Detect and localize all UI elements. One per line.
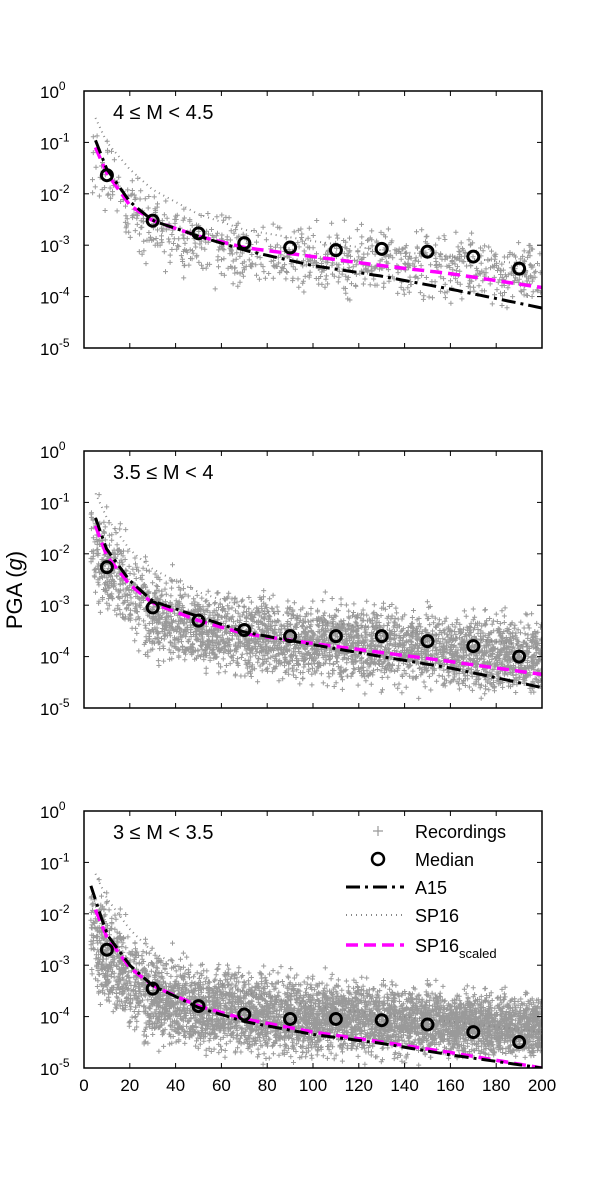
panel-title: 3 ≤ M < 3.5 bbox=[113, 822, 213, 844]
median-point bbox=[420, 1017, 435, 1032]
median-point bbox=[420, 634, 435, 649]
legend-label: A15 bbox=[415, 878, 447, 898]
legend-label: SP16 bbox=[415, 906, 459, 926]
y-tick-label: 10-4 bbox=[40, 285, 70, 308]
median-point bbox=[328, 1011, 343, 1026]
panel-3: 100 10-1 10-2 10-3 10-4 10-5 3 ≤ M < 3.5 0 20 40 6… bbox=[40, 799, 556, 1095]
y-tick-label: 10-5 bbox=[40, 696, 70, 719]
panel-title: 4 ≤ M < 4.5 bbox=[113, 102, 213, 124]
panel-1: 100 10-1 10-2 10-3 10-4 10-5 4 ≤ M < 4.5 bbox=[40, 79, 543, 359]
y-tick-label: 100 bbox=[40, 439, 66, 462]
y-tick-label: 10-1 bbox=[40, 130, 70, 153]
median-point bbox=[283, 240, 298, 255]
a15-line bbox=[89, 885, 542, 1068]
y-tick-label: 100 bbox=[40, 79, 66, 102]
median-point bbox=[512, 649, 527, 664]
median-point bbox=[237, 622, 252, 637]
median-point bbox=[283, 1011, 298, 1026]
x-tick-label: 140 bbox=[390, 1076, 418, 1095]
recordings-scatter bbox=[88, 877, 542, 1068]
y-tick-label: 10-3 bbox=[40, 233, 70, 256]
y-tick-label: 10-3 bbox=[40, 953, 70, 976]
x-tick-label: 20 bbox=[120, 1076, 139, 1095]
median-point bbox=[191, 613, 206, 628]
median-point bbox=[99, 942, 114, 957]
median-point bbox=[99, 560, 114, 575]
y-tick-label: 10-4 bbox=[40, 645, 70, 668]
y-tick-label: 10-1 bbox=[40, 490, 70, 513]
recordings-marks bbox=[88, 492, 542, 701]
x-tick-label: 80 bbox=[258, 1076, 277, 1095]
median-point bbox=[99, 168, 114, 183]
median-point bbox=[328, 243, 343, 258]
median-point bbox=[328, 629, 343, 644]
x-tick-label: 180 bbox=[482, 1076, 510, 1095]
x-tick-label: 120 bbox=[345, 1076, 373, 1095]
median-point bbox=[420, 244, 435, 259]
legend-marker-median bbox=[370, 851, 386, 867]
y-axis-label: PGA (g) bbox=[2, 551, 27, 629]
median-point bbox=[466, 639, 481, 654]
panel-title: 3.5 ≤ M < 4 bbox=[113, 462, 213, 484]
median-point bbox=[283, 629, 298, 644]
legend-entry: Median bbox=[370, 850, 474, 870]
median-point bbox=[237, 1007, 252, 1022]
a15-line bbox=[94, 139, 542, 310]
y-tick-label: 100 bbox=[40, 799, 66, 822]
recordings-scatter bbox=[88, 492, 542, 701]
sp16-line bbox=[94, 492, 542, 649]
median-point bbox=[512, 261, 527, 276]
y-tick-label: 10-2 bbox=[40, 542, 70, 565]
y-tick-label: 10-5 bbox=[40, 336, 70, 359]
panel-2: 100 10-1 10-2 10-3 10-4 10-5 3.5 ≤ M < 4 bbox=[40, 439, 543, 719]
median-point bbox=[145, 213, 160, 228]
legend-label: Median bbox=[415, 850, 474, 870]
x-tick-label: 60 bbox=[212, 1076, 231, 1095]
x-tick-label: 100 bbox=[299, 1076, 327, 1095]
legend-label: Recordings bbox=[415, 822, 506, 842]
y-tick-label: 10-3 bbox=[40, 593, 70, 616]
median-point bbox=[191, 226, 206, 241]
y-tick-label: 10-2 bbox=[40, 902, 70, 925]
y-tick-label: 10-1 bbox=[40, 850, 70, 873]
x-tick-label: 0 bbox=[79, 1076, 88, 1095]
legend-entry: SP16scaled bbox=[346, 936, 497, 961]
median-point bbox=[466, 249, 481, 264]
a15-line bbox=[94, 517, 542, 689]
legend-entry: A15 bbox=[346, 878, 447, 898]
y-tick-label: 10-2 bbox=[40, 182, 70, 205]
legend: Recordings Median A15 SP16 SP16scaled bbox=[346, 822, 506, 961]
x-tick-label: 200 bbox=[528, 1076, 556, 1095]
legend-entry: SP16 bbox=[346, 906, 459, 926]
legend-marker-recordings bbox=[373, 826, 383, 836]
y-tick-label: 10-4 bbox=[40, 1005, 70, 1028]
median-point bbox=[145, 981, 160, 996]
x-tick-label: 160 bbox=[436, 1076, 464, 1095]
median-point bbox=[466, 1025, 481, 1040]
legend-label: SP16scaled bbox=[415, 936, 497, 961]
median-point bbox=[512, 1035, 527, 1050]
legend-entry: Recordings bbox=[373, 822, 506, 842]
y-tick-label: 10-5 bbox=[40, 1056, 70, 1079]
median-point bbox=[374, 241, 389, 256]
median-point bbox=[145, 600, 160, 615]
median-point bbox=[237, 236, 252, 251]
recordings-marks bbox=[88, 877, 542, 1068]
median-point bbox=[191, 999, 206, 1014]
x-tick-label: 40 bbox=[166, 1076, 185, 1095]
median-point bbox=[374, 1013, 389, 1028]
median-point bbox=[374, 629, 389, 644]
